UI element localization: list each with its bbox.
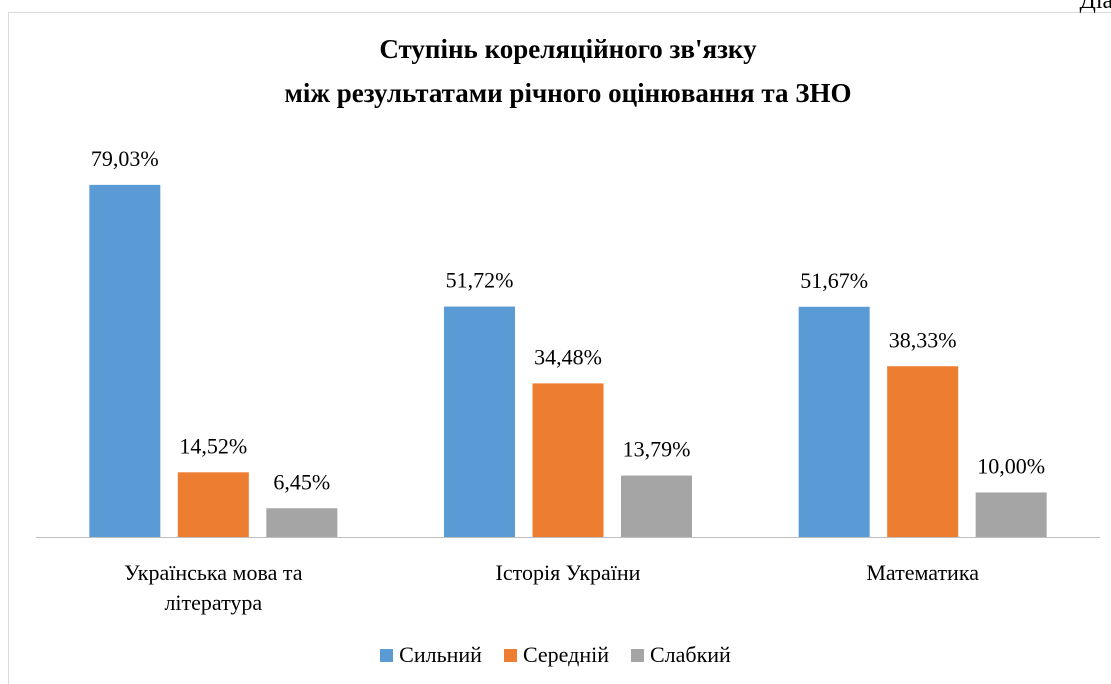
bar (887, 366, 959, 537)
legend-label: Середній (522, 642, 609, 667)
legend-item: Слабкий (630, 642, 731, 668)
data-label: 79,03% (91, 146, 159, 171)
data-label: 51,72% (446, 268, 514, 293)
data-label: 13,79% (623, 437, 691, 462)
data-label: 14,52% (179, 433, 247, 458)
legend-swatch (503, 648, 517, 662)
legend-swatch (380, 648, 394, 662)
data-label: 38,33% (889, 327, 957, 352)
legend: Сильний Середній Слабкий (0, 642, 1111, 668)
legend-swatch (630, 648, 644, 662)
data-label: 34,48% (534, 344, 602, 369)
bar (798, 306, 870, 537)
chart-border (8, 12, 1111, 684)
data-label: 10,00% (977, 453, 1045, 478)
bar (266, 508, 338, 537)
bar (444, 306, 515, 537)
data-label: 51,67% (800, 268, 868, 293)
legend-item: Сильний (380, 642, 482, 668)
x-tick-label: Математика (866, 560, 979, 585)
legend-label: Слабкий (649, 642, 731, 667)
chart-title: Ступінь кореляційного зв'язку (379, 34, 757, 64)
x-tick-label: Історія України (495, 560, 641, 585)
legend-label: Сильний (399, 642, 482, 667)
bar (532, 383, 604, 537)
bar (177, 472, 249, 537)
caption: Діаг (1079, 0, 1111, 14)
chart-title: між результатами річного оцінювання та З… (285, 78, 852, 108)
data-label: 6,45% (273, 469, 330, 494)
legend-item: Середній (503, 642, 609, 668)
bar (621, 475, 692, 537)
x-tick-label: Українська мова та література (124, 560, 303, 615)
bar (89, 184, 161, 537)
bar (975, 492, 1047, 537)
